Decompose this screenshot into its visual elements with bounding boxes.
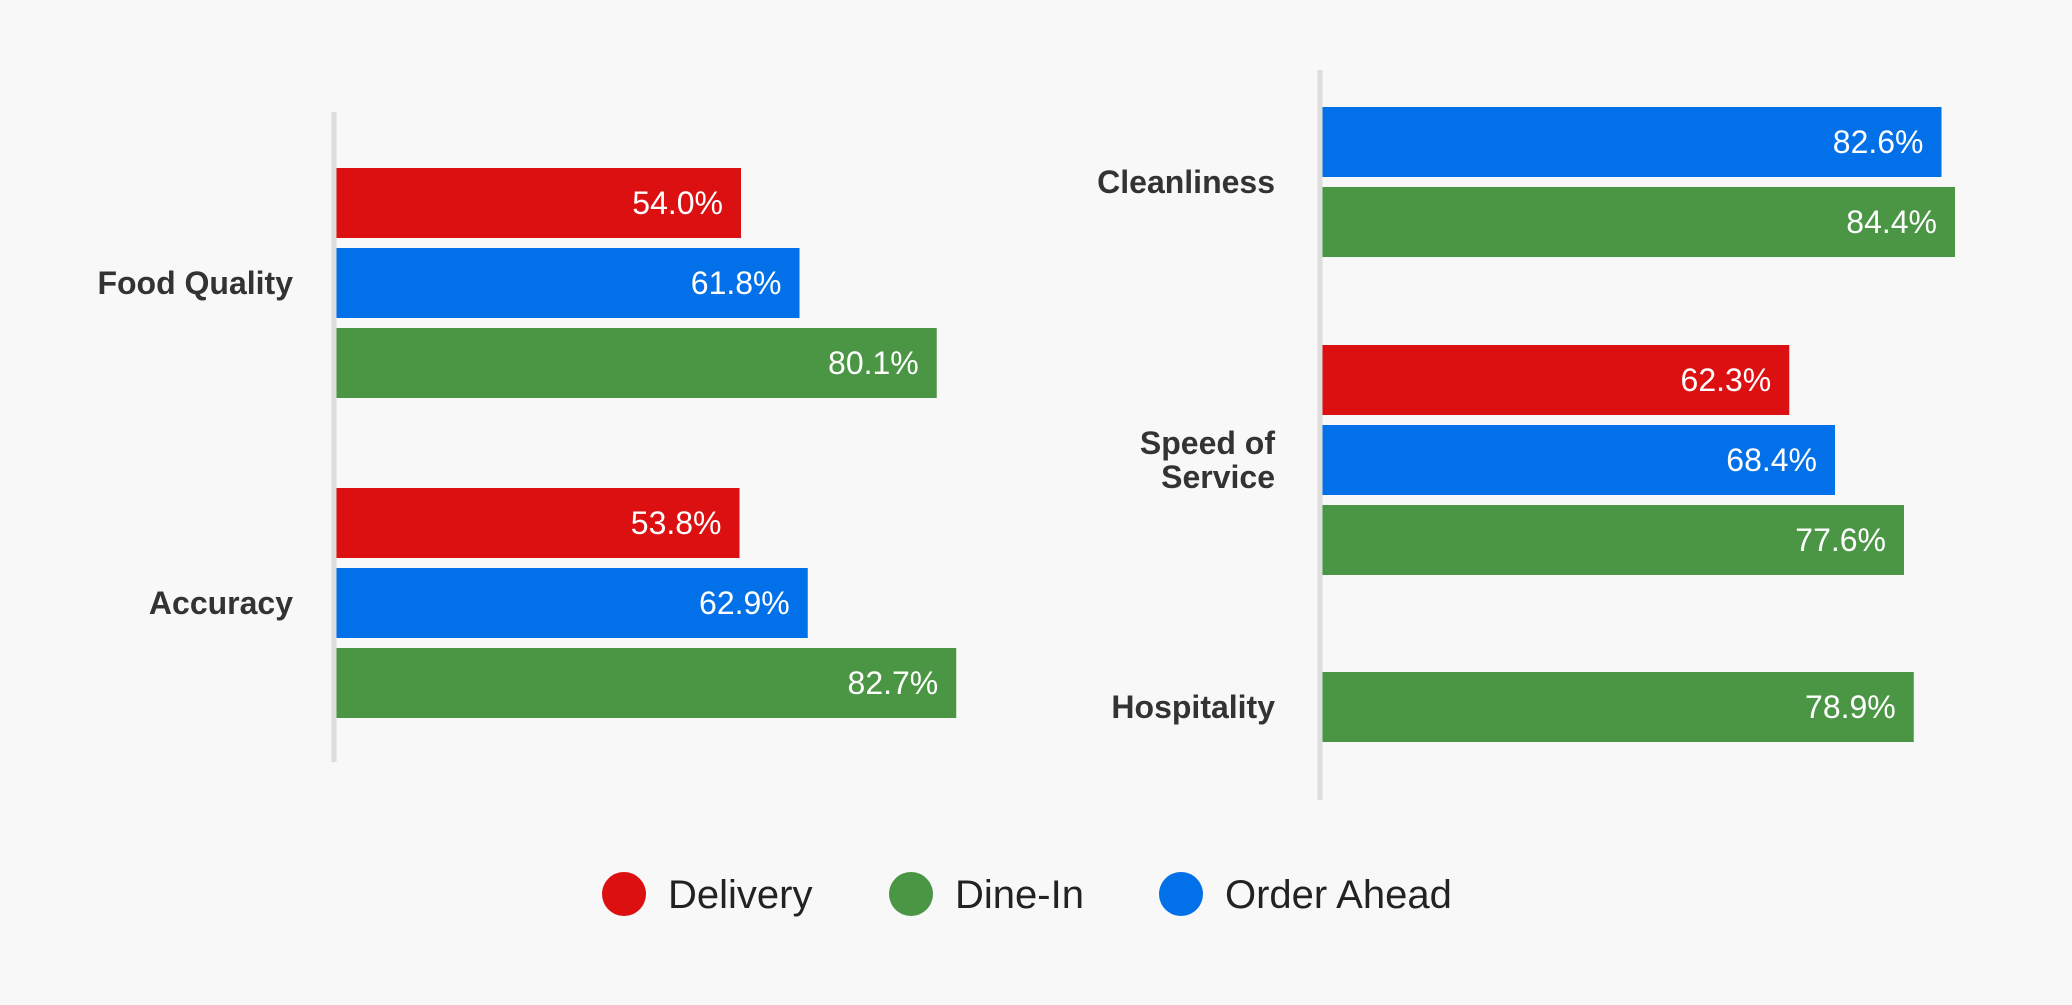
category-label-accuracy: Accuracy (149, 585, 293, 621)
category-label-line: Service (1161, 459, 1275, 495)
category-label-line: Speed of (1140, 425, 1275, 461)
legend-swatch-order-ahead (1159, 872, 1203, 916)
bar-speed-of-service-order-ahead (1322, 425, 1835, 495)
left-panel: 54.0% 61.8% 80.1% Food Quality 53.8% 62.9% 82.… (97, 112, 957, 762)
legend-swatch-dine-in (889, 872, 933, 916)
bar-hospitality-dine-in (1322, 672, 1914, 742)
data-label-hospitality-dine-in: 78.9% (1805, 689, 1896, 725)
category-label-hospitality: Hospitality (1111, 689, 1275, 725)
bar-accuracy-dine-in (336, 648, 957, 718)
data-label-cleanliness-dine-in: 84.4% (1846, 204, 1937, 240)
data-label-speed-of-service-order-ahead: 68.4% (1726, 442, 1817, 478)
data-label-food-quality-order-ahead: 61.8% (691, 265, 782, 301)
category-label-line: Accuracy (149, 585, 293, 621)
data-label-food-quality-dine-in: 80.1% (828, 345, 919, 381)
bar-accuracy-delivery (336, 488, 740, 558)
data-label-food-quality-delivery: 54.0% (632, 185, 723, 221)
data-label-accuracy-order-ahead: 62.9% (699, 585, 790, 621)
data-label-cleanliness-order-ahead: 82.6% (1833, 124, 1924, 160)
category-label-cleanliness: Cleanliness (1097, 164, 1275, 200)
bar-cleanliness-order-ahead (1322, 107, 1942, 177)
bar-accuracy-order-ahead (336, 568, 808, 638)
legend-label-delivery: Delivery (668, 873, 812, 917)
legend: Delivery Dine-In Order Ahead (602, 872, 1452, 917)
bar-food-quality-delivery (336, 168, 741, 238)
bar-cleanliness-dine-in (1322, 187, 1955, 257)
category-label-line: Food Quality (97, 265, 293, 301)
category-label-speed-of-service: Speed of Service (1140, 425, 1275, 495)
data-label-accuracy-dine-in: 82.7% (848, 665, 939, 701)
data-label-speed-of-service-dine-in: 77.6% (1795, 522, 1886, 558)
data-label-accuracy-delivery: 53.8% (631, 505, 722, 541)
category-label-line: Hospitality (1111, 689, 1275, 725)
bar-food-quality-dine-in (336, 328, 937, 398)
legend-label-order-ahead: Order Ahead (1225, 873, 1452, 917)
legend-label-dine-in: Dine-In (955, 873, 1084, 917)
bar-food-quality-order-ahead (336, 248, 800, 318)
right-panel: 82.6% 84.4% Cleanliness 62.3% 68.4% 77.6% Spee… (1097, 70, 1955, 800)
bar-speed-of-service-delivery (1322, 345, 1790, 415)
data-label-speed-of-service-delivery: 62.3% (1681, 362, 1772, 398)
bar-speed-of-service-dine-in (1322, 505, 1904, 575)
category-label-line: Cleanliness (1097, 164, 1275, 200)
category-label-food-quality: Food Quality (97, 265, 293, 301)
legend-swatch-delivery (602, 872, 646, 916)
